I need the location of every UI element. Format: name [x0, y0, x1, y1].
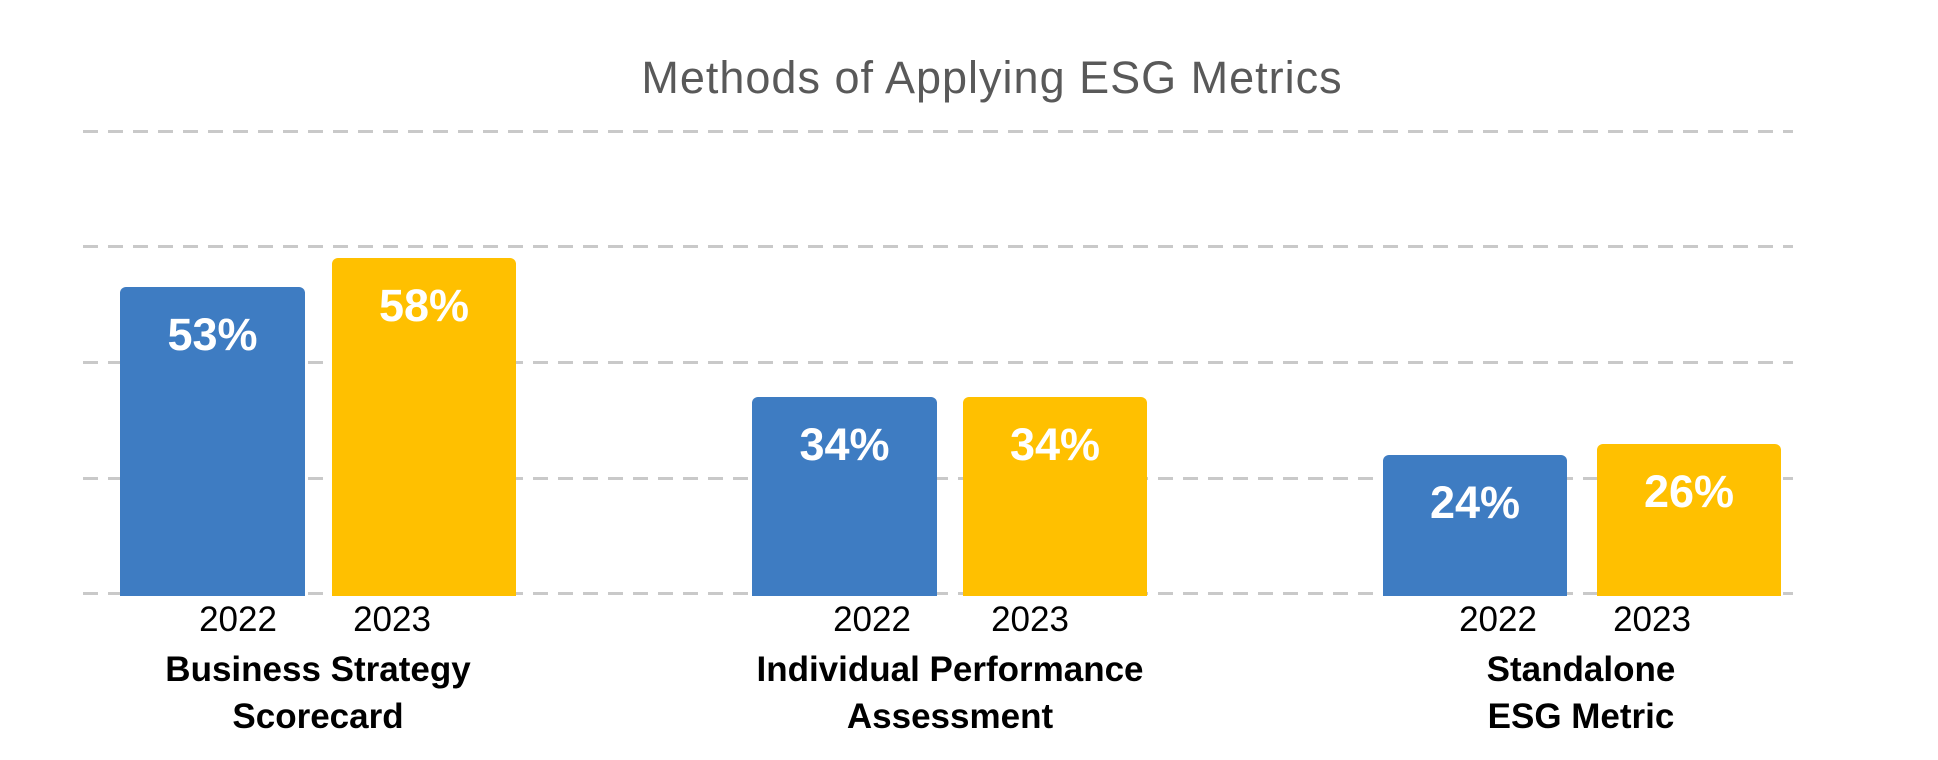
bar-2023-standalone-esg-metric: 26% [1597, 444, 1781, 596]
category-label-line1: Individual Performance [756, 650, 1144, 689]
category-label-business-strategy-scorecard: Business Strategy Scorecard [58, 646, 578, 740]
bar-value-label: 58% [378, 280, 470, 331]
bar-2022-individual-performance-assessment: 34% [752, 397, 937, 596]
bar-2022-business-strategy-scorecard: 53% [120, 287, 305, 596]
axis-label-year-2022: 2022 [199, 600, 277, 639]
category-label-line2: Assessment [846, 697, 1054, 736]
bar-value-label: 24% [1429, 477, 1521, 528]
category-label-line2: ESG Metric [1487, 697, 1675, 736]
category-label-standalone-esg-metric: Standalone ESG Metric [1321, 646, 1841, 740]
bar-value-label: 34% [1009, 419, 1101, 470]
axis-label-year-2023: 2023 [353, 600, 431, 639]
bar-value-label: 26% [1643, 466, 1735, 517]
category-label-individual-performance-assessment: Individual Performance Assessment [690, 646, 1210, 740]
bar-value-label: 53% [167, 309, 258, 360]
bar-2023-business-strategy-scorecard: 58% [332, 258, 516, 596]
plot-area: 53% 58% 34% 34% 24% 26% [83, 130, 1793, 596]
category-label-line1: Standalone [1486, 650, 1676, 689]
bar-value-label: 34% [799, 419, 890, 470]
bar-2022-standalone-esg-metric: 24% [1383, 455, 1567, 596]
gridline-0pct [83, 592, 1793, 595]
category-label-line2: Scorecard [232, 697, 404, 736]
gridline-40pct [83, 361, 1793, 364]
gridline-60pct [83, 245, 1793, 248]
gridline-80pct [83, 130, 1793, 133]
category-label-line1: Business Strategy [165, 650, 471, 689]
axis-label-year-2023: 2023 [991, 600, 1069, 639]
axis-label-year-2023: 2023 [1613, 600, 1691, 639]
axis-label-year-2022: 2022 [833, 600, 911, 639]
chart-title: Methods of Applying ESG Metrics [641, 52, 1343, 103]
axis-label-year-2022: 2022 [1459, 600, 1537, 639]
bar-2023-individual-performance-assessment: 34% [963, 397, 1147, 596]
gridline-20pct [83, 477, 1793, 480]
